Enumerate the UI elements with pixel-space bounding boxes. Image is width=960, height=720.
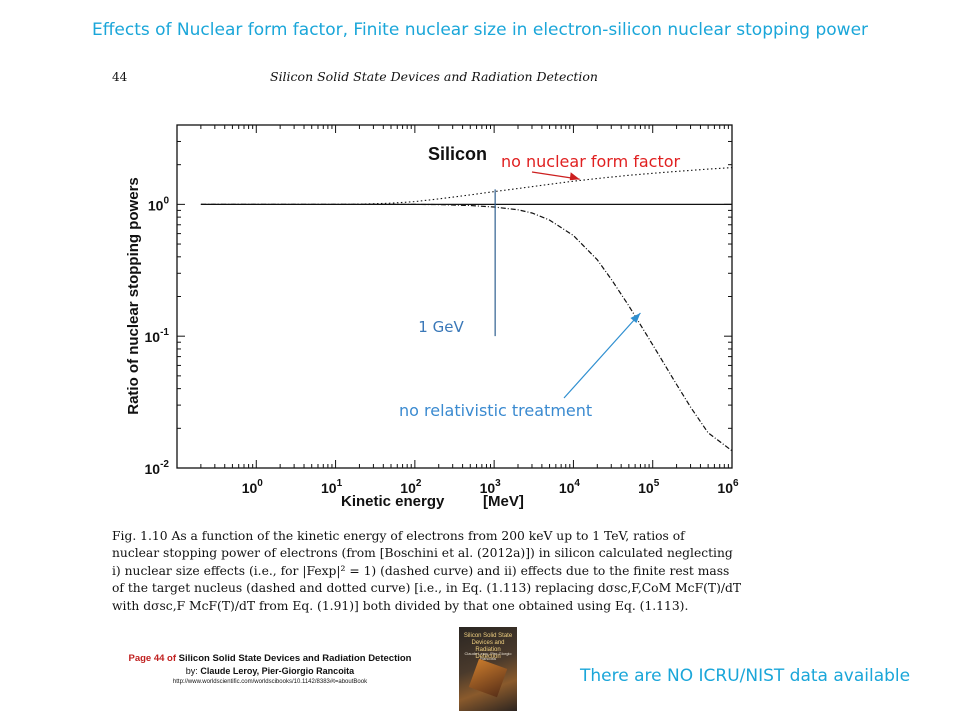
energy-marker-label: 1 GeV: [418, 318, 464, 336]
annotation-arrow-head: [569, 172, 580, 181]
x-tick-label: 103: [480, 478, 502, 496]
reference-book-title: Silicon Solid State Devices and Radiatio…: [178, 653, 412, 664]
x-tick-label-exp: 5: [654, 478, 660, 489]
annotation-no-relativistic: no relativistic treatment: [399, 401, 592, 420]
reference-by: by:: [185, 666, 198, 676]
x-tick-label-base: 10: [242, 480, 258, 496]
y-tick-label-base: 10: [145, 461, 161, 477]
book-cover-title: Silicon Solid State Devices and Radiatio…: [463, 633, 513, 660]
x-tick-label: 102: [400, 478, 422, 496]
x-tick-label-exp: 0: [257, 478, 263, 489]
x-tick-label: 100: [242, 478, 264, 496]
slide-title: Effects of Nuclear form factor, Finite n…: [91, 20, 869, 40]
x-tick-label: 105: [638, 478, 660, 496]
annotation-arrow-head: [630, 312, 641, 323]
x-tick-label-exp: 2: [416, 478, 422, 489]
x-tick-label-base: 10: [638, 480, 654, 496]
x-tick-label-base: 10: [559, 480, 575, 496]
x-tick-label-exp: 3: [495, 478, 501, 489]
caption-line: i) nuclear size effects (i.e., for |Fexp…: [112, 563, 730, 578]
series-line-dotted: [200, 167, 733, 205]
wafer-picture: [468, 658, 508, 698]
reference-authors-line: by: Claude Leroy, Pier-Giorgio Rancoita: [100, 666, 440, 676]
y-tick-label-base: 10: [148, 197, 164, 213]
x-tick-label: 101: [321, 478, 343, 496]
reference-page: Page 44 of: [128, 653, 177, 664]
x-axis-unit: [MeV]: [483, 493, 524, 510]
y-tick-label: 10-2: [145, 459, 170, 477]
y-tick-label-base: 10: [145, 329, 161, 345]
caption-line: with dσsc,F McF(T)/dT from Eq. (1.91)] b…: [112, 598, 689, 613]
book-cover-authors: Claude Leroy, Pier-Giorgio Rancoita: [464, 651, 512, 661]
no-data-note: There are NO ICRU/NIST data available: [580, 666, 911, 686]
x-tick-label-exp: 1: [337, 478, 343, 489]
panel-label: Silicon: [428, 144, 487, 164]
x-tick-label-base: 10: [400, 480, 416, 496]
page-number: 44: [112, 70, 128, 84]
x-tick-label: 106: [717, 478, 739, 496]
x-tick-label-exp: 6: [733, 478, 739, 489]
reference-authors: Claude Leroy, Pier-Giorgio Rancoita: [200, 666, 355, 676]
annotation-arrow-shaft: [563, 312, 641, 399]
x-axis-label: Kinetic energy: [341, 493, 445, 510]
reference-url[interactable]: http://www.worldscientific.com/worldscib…: [172, 679, 368, 685]
caption-line: Fig. 1.10 As a function of the kinetic e…: [112, 529, 685, 543]
y-axis-label: Ratio of nuclear stopping powers: [125, 177, 142, 415]
caption-line: of the target nucleus (dashed and dotted…: [112, 581, 742, 596]
x-tick-label: 104: [559, 478, 581, 496]
y-tick-label-exp: -1: [160, 327, 169, 338]
y-tick-label: 10-1: [145, 327, 170, 345]
caption-line: nuclear stopping power of electrons (fro…: [112, 546, 733, 561]
book-cover-image: Silicon Solid State Devices and Radiatio…: [459, 627, 517, 711]
x-tick-label-exp: 4: [574, 478, 580, 489]
reference-title-line: Page 44 of Silicon Solid State Devices a…: [100, 653, 440, 664]
figure-caption: Fig. 1.10 As a function of the kinetic e…: [112, 528, 762, 615]
x-tick-label-base: 10: [480, 480, 496, 496]
annotation-no-form-factor: no nuclear form factor: [501, 152, 681, 171]
x-tick-label-base: 10: [717, 480, 733, 496]
x-tick-label-base: 10: [321, 480, 337, 496]
y-tick-label-exp: 0: [163, 195, 169, 206]
running-head: Silicon Solid State Devices and Radiatio…: [270, 69, 598, 84]
y-tick-label-exp: -2: [160, 459, 169, 470]
book-reference: Page 44 of Silicon Solid State Devices a…: [100, 653, 440, 685]
y-tick-label: 100: [148, 195, 170, 213]
